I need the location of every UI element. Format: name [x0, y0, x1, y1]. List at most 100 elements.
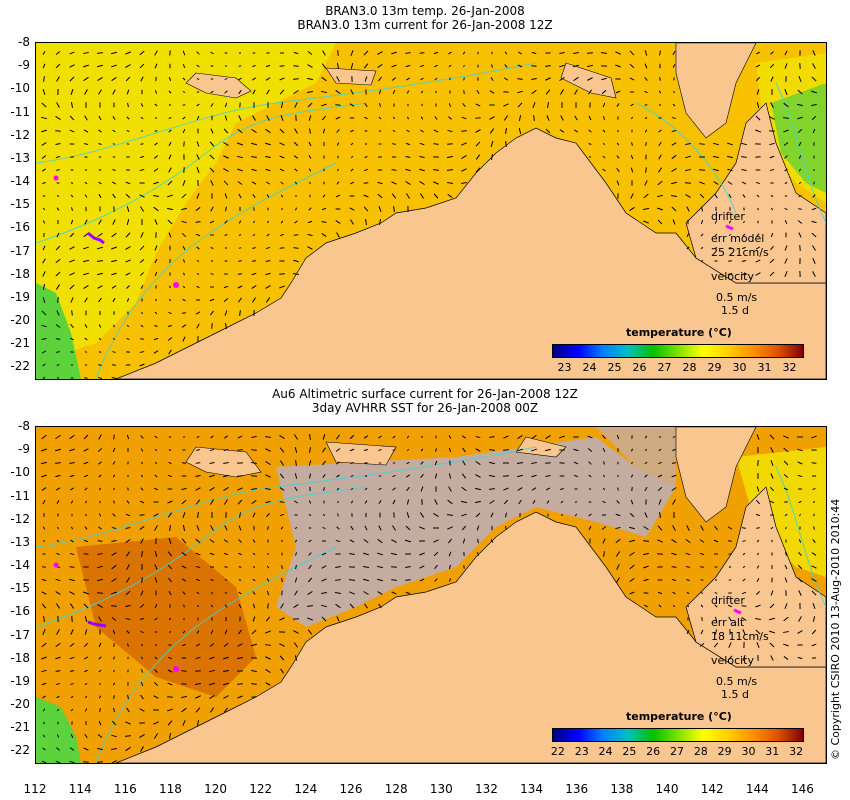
- current-arrow: [671, 579, 677, 581]
- current-arrow: [279, 655, 285, 661]
- current-arrow: [266, 194, 270, 198]
- current-arrow: [237, 449, 243, 451]
- current-arrow: [155, 298, 157, 302]
- current-arrow: [392, 129, 396, 133]
- current-arrow: [265, 474, 271, 478]
- current-arrow: [629, 206, 635, 212]
- current-arrow: [223, 656, 229, 660]
- current-arrow: [462, 447, 466, 453]
- current-arrow: [434, 64, 438, 68]
- current-arrow: [462, 460, 466, 466]
- current-arrow: [658, 461, 662, 465]
- bottom-map-panel: drifter err alt 18 11cm/s velocity 0.5 m…: [35, 426, 827, 764]
- current-arrow: [210, 579, 214, 581]
- current-arrow: [672, 499, 676, 505]
- current-arrow: [98, 642, 102, 648]
- current-arrow: [308, 168, 312, 172]
- current-arrow: [154, 644, 158, 646]
- current-arrow: [181, 499, 187, 505]
- current-arrow: [321, 63, 327, 69]
- current-arrow: [42, 363, 46, 367]
- current-arrow: [252, 591, 256, 595]
- current-arrow: [349, 103, 355, 107]
- current-arrow: [713, 539, 719, 543]
- y-tick-label: -8: [18, 35, 30, 49]
- current-arrow: [210, 247, 214, 249]
- current-arrow: [224, 629, 228, 635]
- current-arrow: [223, 539, 229, 543]
- current-arrow: [83, 591, 89, 595]
- current-arrow: [42, 63, 46, 69]
- current-arrow: [111, 64, 117, 68]
- current-arrow: [685, 552, 691, 556]
- current-arrow: [784, 258, 788, 264]
- current-arrow: [365, 219, 367, 225]
- current-arrow: [56, 102, 60, 108]
- current-arrow: [769, 642, 775, 648]
- current-arrow: [348, 579, 356, 581]
- current-arrow: [182, 259, 186, 263]
- current-arrow: [98, 143, 102, 145]
- current-arrow: [56, 310, 60, 316]
- current-arrow: [769, 486, 775, 492]
- current-arrow: [252, 539, 256, 543]
- current-arrow: [337, 168, 339, 172]
- current-arrow: [252, 512, 256, 518]
- current-arrow: [238, 247, 242, 249]
- current-arrow: [195, 552, 201, 556]
- current-arrow: [279, 168, 285, 172]
- current-arrow: [182, 128, 186, 134]
- current-arrow: [139, 363, 145, 367]
- current-arrow: [406, 448, 410, 452]
- cloud-region-east: [596, 427, 676, 487]
- current-arrow: [84, 89, 88, 95]
- current-arrow: [336, 526, 340, 530]
- current-arrow: [84, 377, 88, 379]
- current-arrow: [154, 577, 158, 583]
- x-tick-label: 114: [68, 782, 92, 796]
- current-arrow: [69, 232, 75, 238]
- current-arrow: [531, 52, 537, 54]
- current-arrow: [686, 206, 690, 212]
- current-arrow: [210, 206, 214, 212]
- current-arrow: [601, 526, 607, 530]
- current-arrow: [167, 180, 173, 186]
- err-label: err model: [711, 232, 765, 245]
- current-arrow: [755, 259, 761, 263]
- current-arrow: [237, 273, 243, 275]
- current-arrow: [238, 220, 242, 224]
- current-arrow: [531, 65, 537, 67]
- current-arrow: [812, 500, 816, 504]
- current-arrow: [601, 77, 607, 81]
- current-arrow: [645, 141, 647, 147]
- current-arrow: [250, 475, 258, 477]
- current-arrow: [391, 591, 397, 595]
- current-arrow: [363, 538, 369, 544]
- current-arrow: [672, 591, 676, 595]
- current-arrow: [224, 579, 228, 581]
- x-tick-label: 124: [294, 782, 318, 796]
- current-arrow: [265, 260, 271, 262]
- current-arrow: [405, 592, 411, 594]
- current-arrow: [378, 487, 382, 491]
- current-arrow: [294, 500, 298, 504]
- current-arrow: [615, 64, 621, 68]
- current-arrow: [84, 682, 88, 686]
- current-arrow: [252, 115, 256, 121]
- current-arrow: [742, 233, 746, 237]
- current-arrow: [378, 103, 382, 107]
- current-arrow: [546, 500, 550, 504]
- current-arrow: [629, 577, 635, 583]
- current-arrow: [335, 461, 341, 465]
- current-arrow: [364, 500, 368, 504]
- current-arrow: [406, 77, 410, 81]
- drifter-label: drifter: [711, 210, 745, 223]
- current-arrow: [728, 579, 732, 581]
- y-tick-label: -19: [10, 289, 30, 304]
- current-arrow: [378, 449, 382, 451]
- current-arrow: [56, 169, 60, 171]
- current-arrow: [267, 603, 269, 609]
- current-arrow: [70, 297, 74, 303]
- current-arrow: [70, 629, 74, 635]
- current-arrow: [141, 669, 143, 673]
